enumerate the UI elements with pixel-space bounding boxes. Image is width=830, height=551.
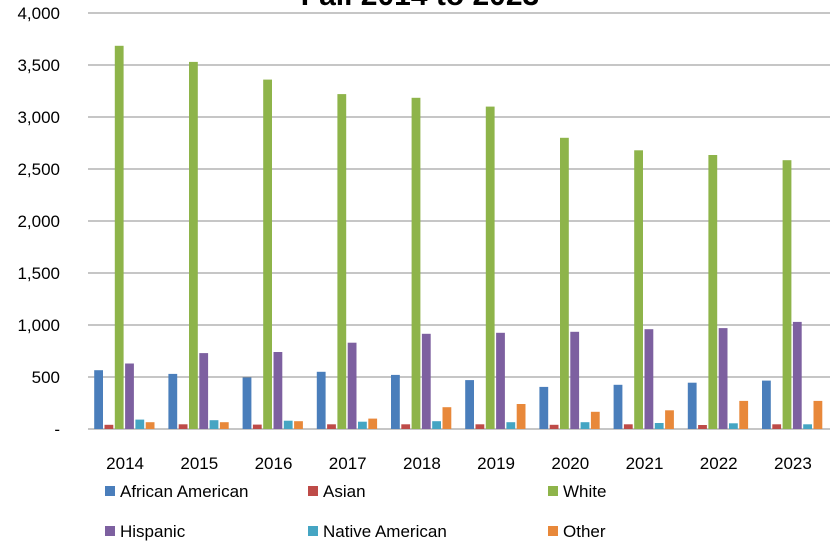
y-axis-ticks: - 500 1,000 1,500 2,000 2,500 3,000 3,500 4,000 (17, 4, 60, 439)
bar (549, 424, 559, 429)
bar (613, 384, 623, 429)
legend-label: Other (563, 522, 606, 541)
y-tick-label: 3,000 (17, 108, 60, 127)
x-tick-label: 2023 (774, 454, 812, 473)
bar (94, 370, 103, 429)
x-tick-label: 2015 (180, 454, 218, 473)
bar (114, 45, 124, 430)
legend-swatch (548, 486, 558, 496)
x-tick-label: 2021 (626, 454, 664, 473)
bar (708, 155, 718, 429)
x-tick-label: 2016 (255, 454, 293, 473)
bar (729, 423, 738, 429)
bar (782, 160, 792, 429)
bar (496, 332, 505, 429)
bar (411, 97, 421, 430)
legend-swatch (548, 526, 558, 536)
bar (316, 371, 326, 429)
x-tick-label: 2020 (551, 454, 589, 473)
bar (273, 352, 283, 429)
bar (263, 79, 272, 429)
x-tick-label: 2019 (477, 454, 515, 473)
legend-swatch (105, 526, 115, 536)
bar (242, 377, 252, 429)
bar (209, 420, 219, 429)
bar (189, 61, 198, 430)
bar (168, 373, 178, 429)
y-tick-label: 3,500 (17, 56, 60, 75)
bar (219, 422, 229, 429)
bar (368, 418, 378, 429)
gridlines (88, 12, 830, 430)
legend-label: African American (120, 482, 249, 501)
bar (125, 363, 134, 429)
y-tick-label: - (54, 420, 60, 439)
bar (475, 424, 485, 429)
bar (327, 424, 336, 429)
bar (580, 422, 590, 429)
bar (665, 410, 674, 429)
bar (687, 382, 697, 429)
x-tick-label: 2022 (700, 454, 738, 473)
bar (283, 420, 293, 429)
chart-title: Fall 2014 to 2023 (301, 0, 539, 12)
bar (570, 331, 580, 429)
y-tick-label: 2,500 (17, 160, 60, 179)
legend-swatch (105, 486, 115, 496)
bar (813, 400, 823, 429)
bar (252, 424, 262, 429)
legend-swatch (308, 486, 318, 496)
bar (294, 421, 303, 429)
bar (762, 380, 771, 429)
x-axis-ticks: 2014 2015 2016 2017 2018 2019 2020 2021 2022 2023 (106, 454, 812, 473)
legend-label: White (563, 482, 606, 501)
x-tick-label: 2014 (106, 454, 144, 473)
bar (698, 425, 707, 429)
bar (432, 421, 441, 429)
bar (421, 333, 431, 429)
bar (644, 329, 654, 429)
bar (803, 424, 812, 429)
bar (792, 321, 802, 429)
bar (485, 106, 495, 429)
bar (718, 328, 728, 429)
legend-label: Hispanic (120, 522, 186, 541)
y-tick-label: 4,000 (17, 4, 60, 23)
bar (634, 150, 643, 430)
bar (145, 422, 155, 429)
x-tick-label: 2018 (403, 454, 441, 473)
bar (401, 424, 411, 429)
bar (739, 400, 749, 429)
y-tick-label: 1,500 (17, 264, 60, 283)
legend: African American Asian White Hispanic Native… (105, 482, 606, 541)
bar (560, 137, 569, 430)
bar (506, 422, 516, 429)
bar (623, 424, 633, 429)
bar (337, 94, 347, 429)
legend-swatch (308, 526, 318, 536)
y-tick-label: 500 (32, 368, 60, 387)
bar (590, 411, 600, 429)
legend-label: Native American (323, 522, 447, 541)
x-tick-label: 2017 (329, 454, 367, 473)
bar (442, 407, 452, 429)
bar (539, 386, 549, 429)
bar (199, 353, 209, 429)
bar (516, 404, 526, 429)
bar (104, 424, 114, 429)
bar (465, 380, 474, 429)
bar (358, 421, 367, 429)
bar (772, 424, 782, 429)
y-tick-label: 1,000 (17, 316, 60, 335)
bar (654, 423, 664, 429)
bar (391, 374, 400, 429)
legend-label: Asian (323, 482, 366, 501)
bar (135, 419, 145, 429)
bar (178, 424, 188, 429)
bar (347, 342, 357, 429)
bars (94, 45, 823, 430)
y-tick-label: 2,000 (17, 212, 60, 231)
